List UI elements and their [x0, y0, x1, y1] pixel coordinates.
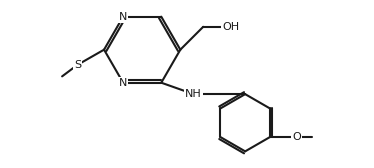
Text: N: N [119, 12, 127, 22]
Text: O: O [292, 132, 301, 142]
Text: OH: OH [222, 22, 239, 32]
Text: N: N [119, 78, 127, 88]
Text: NH: NH [185, 89, 202, 99]
Text: S: S [74, 60, 81, 70]
